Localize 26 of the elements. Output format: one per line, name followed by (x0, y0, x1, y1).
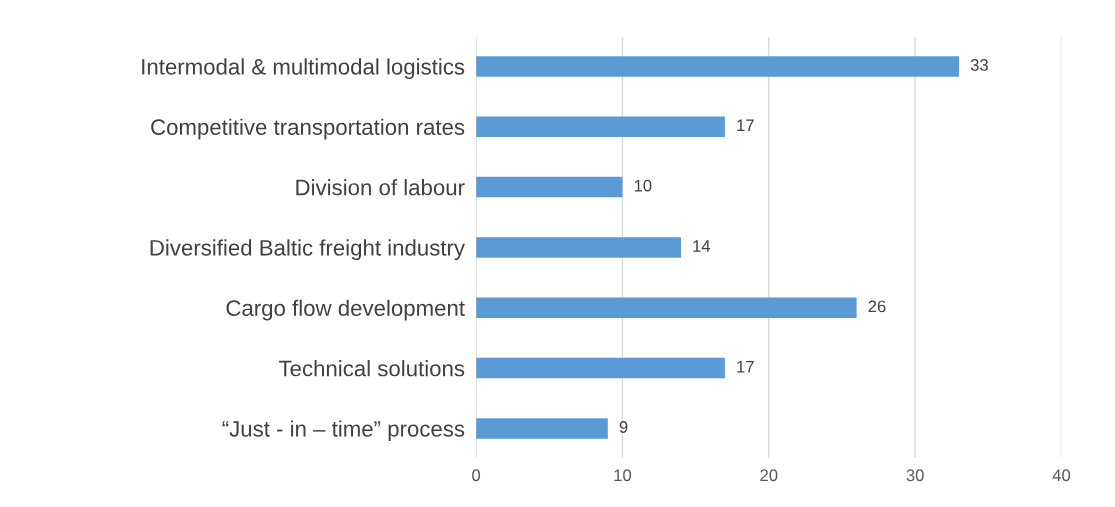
x-tick-label: 0 (472, 469, 481, 482)
y-tick-label: Diversified Baltic freight industry (150, 239, 465, 261)
x-tick-label: 30 (906, 469, 924, 482)
x-tick-label: 20 (760, 469, 778, 482)
y-tick-label: Competitive transportation rates (151, 118, 465, 140)
x-tick-label: 40 (1052, 469, 1071, 482)
data-label: 26 (868, 300, 886, 313)
bar (476, 56, 960, 77)
data-label: 9 (619, 421, 628, 433)
y-tick-label: Technical solutions (278, 360, 465, 377)
data-label: 14 (693, 240, 711, 252)
y-tick-label: Division of labour (296, 179, 465, 196)
bar (476, 116, 725, 137)
bar (476, 297, 857, 319)
bar (476, 237, 681, 258)
bar (476, 357, 725, 379)
data-label: 33 (970, 59, 988, 71)
x-tick-label: 10 (614, 469, 632, 482)
y-tick-label: Intermodal & multimodal logistics (142, 58, 465, 80)
y-tick-label: “Just - in – time” process (222, 420, 465, 442)
data-label: 10 (634, 179, 652, 192)
bar (476, 418, 608, 439)
data-label: 17 (737, 119, 754, 132)
bar (476, 176, 623, 198)
data-label: 17 (737, 360, 754, 373)
y-tick-label: Cargo flow development (226, 299, 465, 321)
